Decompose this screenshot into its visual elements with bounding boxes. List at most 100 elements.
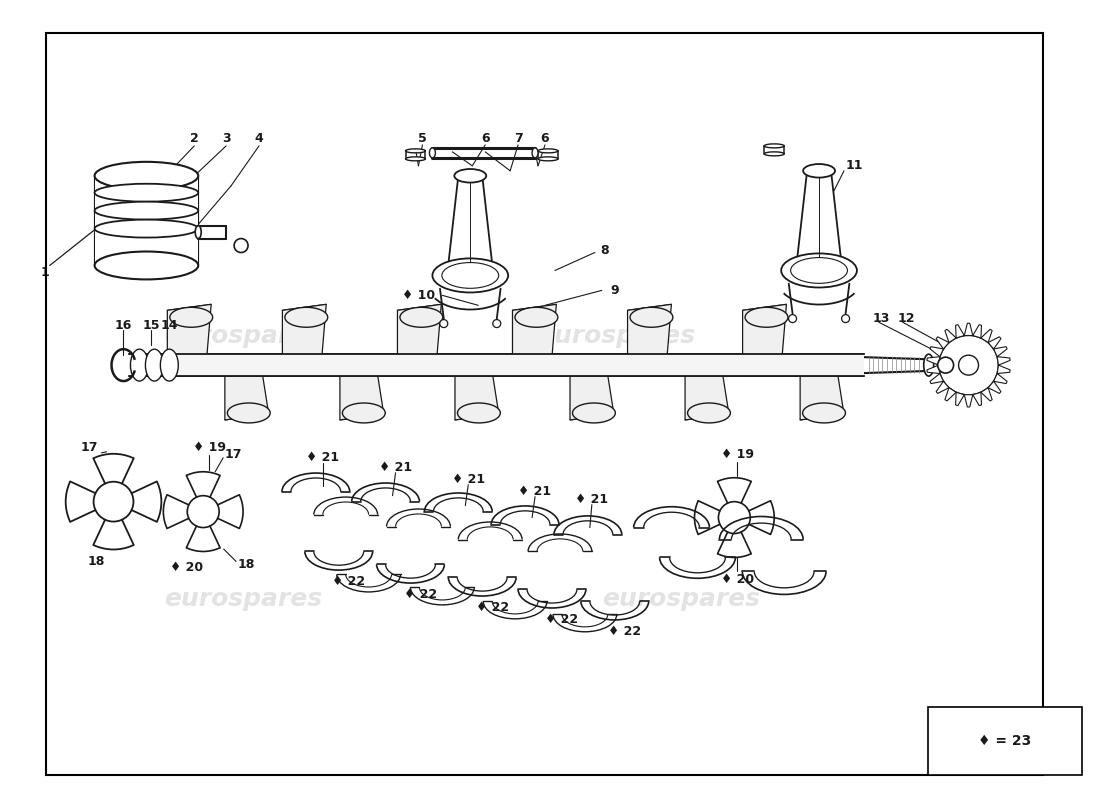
Text: ♦ 22: ♦ 22 [608,625,641,638]
Ellipse shape [95,162,198,190]
Circle shape [163,472,243,551]
Ellipse shape [228,403,271,423]
Ellipse shape [764,144,784,148]
FancyBboxPatch shape [95,176,198,266]
Polygon shape [283,304,327,376]
Text: 9: 9 [610,284,619,297]
Polygon shape [993,374,1008,383]
Ellipse shape [131,349,149,381]
Polygon shape [930,374,944,383]
Text: ♦ 22: ♦ 22 [332,575,365,588]
Ellipse shape [538,157,558,161]
Text: ♦ 22: ♦ 22 [546,613,579,626]
Text: 17: 17 [81,442,98,454]
Polygon shape [167,304,211,376]
Text: 12: 12 [898,312,915,325]
Polygon shape [965,323,972,335]
Ellipse shape [538,149,558,153]
Text: 18: 18 [238,558,255,571]
Text: 13: 13 [872,312,890,325]
Text: 14: 14 [161,318,178,332]
Text: 15: 15 [143,318,161,332]
Text: ♦ 20: ♦ 20 [720,573,754,586]
Ellipse shape [285,307,328,327]
Text: 17: 17 [224,448,242,462]
Ellipse shape [515,307,558,327]
Text: ♦ 21: ♦ 21 [379,462,412,474]
Ellipse shape [429,148,436,158]
Text: ♦ 21: ♦ 21 [518,485,551,498]
Circle shape [440,319,448,327]
Text: ♦ 19: ♦ 19 [720,448,754,462]
Circle shape [938,335,999,395]
Ellipse shape [924,354,934,376]
Ellipse shape [95,251,198,279]
Text: ♦ 10: ♦ 10 [402,289,434,302]
Text: ♦ 21: ♦ 21 [575,493,608,506]
Ellipse shape [95,184,198,202]
Ellipse shape [688,403,730,423]
Ellipse shape [169,307,212,327]
Text: ♦ 20: ♦ 20 [169,561,202,574]
Ellipse shape [458,403,500,423]
Polygon shape [998,365,1010,374]
Polygon shape [965,394,972,407]
Circle shape [937,357,954,373]
Polygon shape [981,388,992,401]
Circle shape [718,502,750,534]
Polygon shape [513,304,557,376]
FancyBboxPatch shape [928,707,1081,774]
Circle shape [694,478,774,558]
Text: eurospares: eurospares [537,324,695,348]
Ellipse shape [803,403,846,423]
Circle shape [493,319,500,327]
Ellipse shape [454,169,486,182]
Text: 18: 18 [88,555,106,568]
Text: eurospares: eurospares [164,587,322,611]
Polygon shape [972,392,981,406]
Polygon shape [224,376,268,420]
Text: 2: 2 [190,133,199,146]
Circle shape [842,314,849,322]
Polygon shape [340,376,384,420]
Ellipse shape [432,258,508,293]
Polygon shape [798,170,842,259]
Ellipse shape [442,262,498,288]
Text: 4: 4 [254,133,263,146]
Text: 16: 16 [114,318,132,332]
Text: ♦ 22: ♦ 22 [404,588,437,601]
Ellipse shape [745,307,788,327]
Ellipse shape [95,220,198,238]
Ellipse shape [400,307,443,327]
Ellipse shape [342,403,385,423]
Polygon shape [570,376,614,420]
Circle shape [234,238,249,253]
Polygon shape [993,346,1008,357]
Text: 6: 6 [481,133,490,146]
Text: 3: 3 [222,133,230,146]
Polygon shape [936,382,949,394]
Polygon shape [627,304,671,376]
Ellipse shape [145,349,163,381]
Ellipse shape [95,202,198,220]
Circle shape [958,355,979,375]
Polygon shape [449,176,492,264]
Polygon shape [397,304,441,376]
Polygon shape [956,325,965,338]
Polygon shape [930,346,944,357]
Ellipse shape [406,149,426,153]
Text: eurospares: eurospares [164,324,322,348]
Ellipse shape [791,258,847,283]
Polygon shape [945,330,956,342]
Polygon shape [927,365,939,374]
Ellipse shape [195,226,201,238]
Circle shape [66,454,162,550]
Ellipse shape [781,254,857,287]
Polygon shape [956,392,965,406]
Text: eurospares: eurospares [603,587,760,611]
Polygon shape [927,357,939,365]
Circle shape [187,496,219,527]
Text: ♦ = 23: ♦ = 23 [978,734,1032,748]
Text: 5: 5 [418,133,427,146]
Ellipse shape [532,148,538,158]
